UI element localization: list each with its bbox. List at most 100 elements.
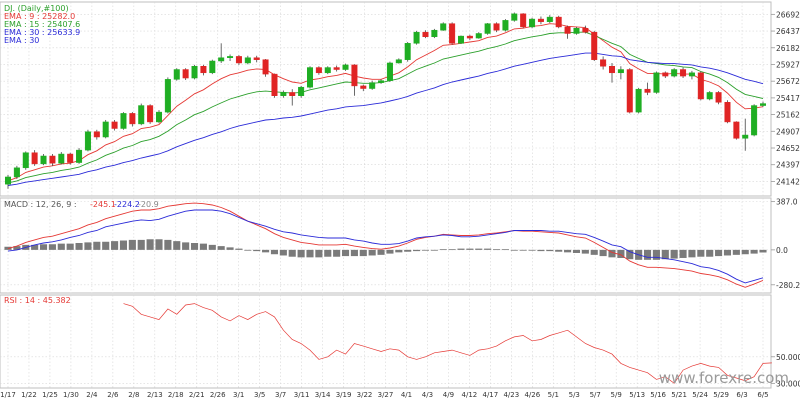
macd-line [7, 209, 764, 284]
candle-body [182, 69, 189, 79]
rsi-line [123, 303, 772, 384]
x-tick-label: 3/19 [336, 391, 352, 399]
macd-hist-bar [119, 240, 128, 250]
macd-hist-bar [626, 249, 634, 260]
macd-hist-bar [448, 249, 456, 251]
candle-body [49, 155, 56, 164]
candle-body [404, 43, 411, 60]
macd-hist-bar [341, 249, 350, 257]
candle-body [120, 113, 127, 129]
macd-label: MACD : 12, 26, 9 : -245.1 -224.2 -20.9 [4, 200, 159, 209]
macd-hist-bar [643, 249, 652, 260]
candle-body [333, 67, 340, 70]
macd-hist-bar [93, 241, 101, 250]
candle-body [244, 57, 251, 64]
candle-body [457, 35, 465, 44]
candle-body [253, 57, 260, 60]
x-tick-label: 5/16 [650, 391, 666, 399]
ema-line [7, 52, 764, 186]
y-tick-label: 25927 [776, 60, 800, 69]
macd-hist-bar [466, 248, 474, 250]
macd-hist-bar [244, 249, 252, 251]
candle-body [200, 65, 207, 74]
macd-histogram [4, 239, 767, 260]
macd-hist-bar [457, 248, 465, 250]
candle-body [546, 16, 553, 22]
candle-body [733, 121, 740, 139]
ema-line [7, 23, 764, 182]
x-tick-label: 5/1 [548, 391, 559, 399]
x-tick-label: 5/7 [590, 391, 601, 399]
candle-body [102, 121, 109, 138]
candle-body [564, 26, 571, 34]
macd-hist-bar [111, 241, 119, 250]
macd-hist-bar [492, 249, 501, 251]
candle-body [306, 67, 314, 88]
macd-hist-bar [723, 249, 732, 256]
candle-body [591, 31, 598, 60]
y-tick-label: 26437 [776, 27, 800, 36]
macd-line [7, 202, 764, 288]
candle-body [635, 88, 642, 113]
x-tick-label: 4/9 [443, 391, 454, 399]
candle-body [386, 62, 393, 81]
macd-hist-bar [199, 243, 207, 250]
macd-hist-bar [31, 244, 39, 250]
macd-hist-bar [270, 249, 279, 255]
candle-body [111, 121, 118, 129]
candle-body [173, 69, 180, 80]
rsi-grid [0, 295, 771, 388]
candle-body [395, 59, 402, 64]
y-tick-label: 50.000 [776, 353, 800, 362]
candle-body [280, 92, 287, 96]
x-tick-label: 3/7 [275, 391, 286, 399]
candle-body [715, 92, 722, 103]
x-tick-label: 4/3 [422, 391, 433, 399]
candle-body [617, 69, 624, 74]
x-tick-label: 4/23 [503, 391, 519, 399]
y-tick-label: 24652 [776, 144, 800, 153]
price-panel: 26692 26437 26182 25927 25672 25417 25162 24907… [0, 1, 800, 197]
macd-hist-bar [208, 244, 216, 250]
candle-body [31, 152, 38, 165]
candle-body [475, 33, 482, 39]
macd-hist-bar [359, 249, 367, 257]
candle-body [600, 59, 607, 67]
y-tick-label: 0.0 [776, 246, 788, 255]
macd-hist-bar [66, 243, 74, 250]
candle-body [84, 131, 91, 151]
candle-body [671, 69, 678, 77]
macd-hist-bar [253, 249, 261, 252]
x-tick-label: 2/6 [107, 391, 119, 399]
macd-hist-bar [217, 246, 225, 250]
macd-hist-bar [262, 249, 270, 253]
x-tick-label: 6/3 [736, 391, 747, 399]
x-tick-label: 1/30 [63, 391, 79, 399]
x-tick-label: 1/25 [42, 391, 58, 399]
macd-hist-bar [404, 249, 412, 252]
candle-body [529, 18, 536, 28]
y-tick-label: -280.2 [776, 281, 800, 290]
macd-grid [0, 198, 771, 293]
macd-hist-bar [279, 249, 287, 256]
macd-hist-bar [182, 242, 190, 250]
candle-body [155, 111, 163, 123]
macd-hist-bar [75, 243, 83, 250]
watermark: www.forexre.com [659, 369, 789, 387]
candle-body [555, 16, 562, 28]
macd-hist-bar [706, 249, 714, 257]
macd-hist-bar [661, 249, 669, 260]
macd-hist-bar [510, 249, 518, 251]
candle-body [360, 85, 367, 89]
candle-body [759, 103, 767, 106]
macd-hist-bar [155, 239, 163, 250]
candle-body [351, 64, 358, 87]
candle-body [626, 69, 633, 113]
macd-hist-bar [137, 239, 145, 250]
macd-hist-bar [39, 244, 48, 250]
candle-body [644, 88, 651, 93]
macd-hist-bar [475, 248, 483, 250]
macd-hist-bar [670, 249, 678, 259]
macd-hist-bar [484, 248, 492, 250]
x-tick-label: 4/1 [401, 391, 412, 399]
